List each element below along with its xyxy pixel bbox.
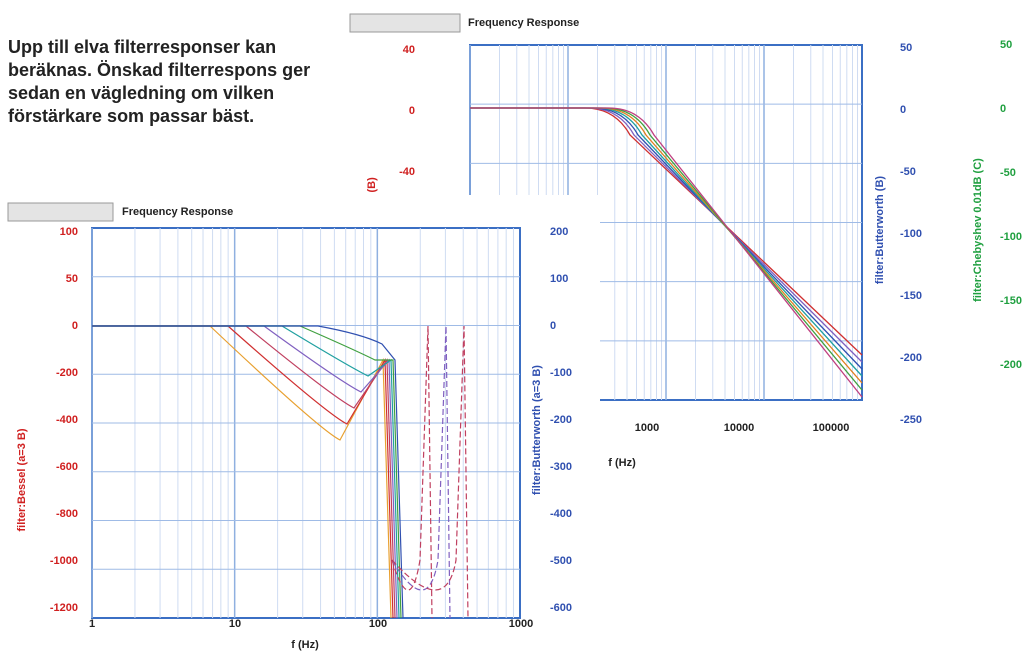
y-tick-label: -100 xyxy=(550,367,572,379)
y-tick-label: -200 xyxy=(1000,359,1022,371)
y-tick-label: 0 xyxy=(72,320,78,332)
x-tick-label: 1 xyxy=(89,618,95,630)
y-tick-label: 50 xyxy=(900,42,912,54)
front-window: Frequency Response100500-200-400-600-800… xyxy=(5,195,600,651)
y-tick-label: -50 xyxy=(900,166,916,178)
tab xyxy=(8,203,113,221)
x-tick-label: 1000 xyxy=(509,618,533,630)
y-tick-label: 50 xyxy=(1000,39,1012,51)
y-tick-label: -100 xyxy=(900,228,922,240)
x-axis-label: f (Hz) xyxy=(608,457,636,469)
y-tick-label: -150 xyxy=(900,290,922,302)
y-tick-label: 0 xyxy=(900,104,906,116)
x-tick-label: 10000 xyxy=(724,422,755,434)
y-tick-label: 200 xyxy=(550,226,568,238)
y-tick-label: -500 xyxy=(550,555,572,567)
y-tick-label: -50 xyxy=(1000,167,1016,179)
y-tick-label: -800 xyxy=(56,508,78,520)
y-tick-label: -300 xyxy=(550,461,572,473)
y-tick-label: -600 xyxy=(550,602,572,614)
y-tick-label: -200 xyxy=(900,352,922,364)
y-tick-label: -400 xyxy=(550,508,572,520)
y-tick-label: -250 xyxy=(900,414,922,426)
y-tick-label: -600 xyxy=(56,461,78,473)
x-tick-label: 1000 xyxy=(635,422,659,434)
y-tick-label: -150 xyxy=(1000,295,1022,307)
y-tick-label: -1000 xyxy=(50,555,78,567)
x-tick-label: 100000 xyxy=(813,422,850,434)
y-tick-label: 0 xyxy=(409,105,415,117)
window-title: Frequency Response xyxy=(468,17,579,29)
tab xyxy=(350,14,460,32)
y-tick-label: 50 xyxy=(66,273,78,285)
y-tick-label: -200 xyxy=(550,414,572,426)
y-tick-label: -200 xyxy=(56,367,78,379)
x-tick-label: 10 xyxy=(229,618,241,630)
screenshots: Frequency Response400-40Y (B)500-50-100-… xyxy=(0,0,1023,655)
y-axis-label: filter:Butterworth (a=3 B) xyxy=(531,365,543,495)
x-axis-label: f (Hz) xyxy=(291,639,319,651)
y-tick-label: 0 xyxy=(1000,103,1006,115)
y-tick-label: 40 xyxy=(403,44,415,56)
page: Upp till elva filterresponser kan beräkn… xyxy=(0,0,1023,655)
y-axis-label: filter:Bessel (a=3 B) xyxy=(16,428,28,531)
y-tick-label: -400 xyxy=(56,414,78,426)
y-tick-label: -1200 xyxy=(50,602,78,614)
x-tick-label: 100 xyxy=(369,618,387,630)
y-axis-label: filter:Butterworth (B) xyxy=(874,176,886,284)
y-tick-label: 0 xyxy=(550,320,556,332)
y-tick-label: 100 xyxy=(60,226,78,238)
y-tick-label: -40 xyxy=(399,166,415,178)
y-tick-label: -100 xyxy=(1000,231,1022,243)
y-tick-label: 100 xyxy=(550,273,568,285)
y-axis-label: filter:Chebyshev 0.01dB (C) xyxy=(972,158,984,302)
window-title: Frequency Response xyxy=(122,206,233,218)
